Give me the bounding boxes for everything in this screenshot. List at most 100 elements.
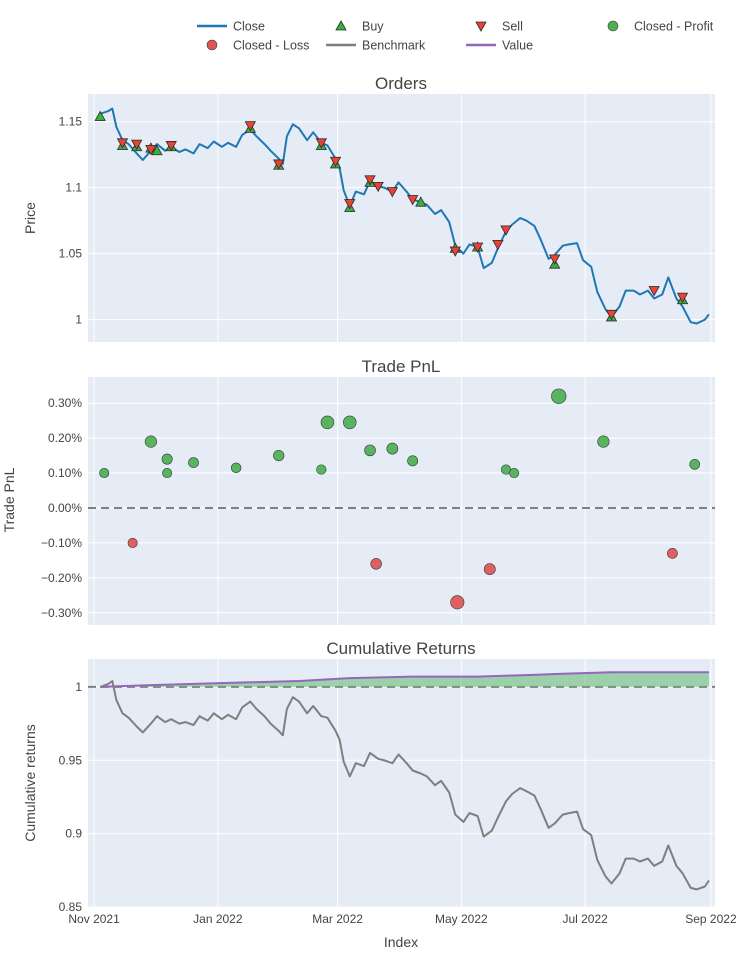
y-tick-label: 0.10% (48, 466, 82, 480)
closed-profit-marker (343, 415, 357, 430)
trade-pnl-title: Trade PnL (362, 357, 441, 376)
y-tick-label: 0.95 (59, 753, 83, 767)
sell-marker (500, 225, 512, 236)
sell-marker (449, 246, 461, 257)
legend-item-buy[interactable]: Buy (335, 20, 384, 34)
y-tick-label: 0.85 (59, 900, 83, 914)
sell-marker (329, 156, 342, 168)
closed-profit-marker (597, 435, 610, 448)
y-tick-label: 0.20% (48, 431, 82, 445)
sell-marker (273, 159, 285, 170)
sell-marker (386, 187, 399, 198)
y-tick-label: 0.9 (65, 827, 82, 841)
closed-loss-marker (450, 595, 465, 610)
x-axis-label: Index (384, 934, 418, 950)
sell-marker (372, 181, 384, 193)
value-line (100, 671, 709, 688)
cumulative-returns-plot-area (88, 659, 715, 907)
sell-marker (315, 138, 328, 149)
legend-item-value[interactable]: Value (466, 39, 533, 53)
buy-marker (415, 196, 427, 207)
legend-label: Buy (362, 20, 384, 34)
orders-panel: 1.15 1.1 1.05 1 Orders Price (22, 74, 715, 342)
closed-profit-marker (99, 468, 110, 479)
sell-marker (549, 254, 561, 265)
closed-profit-marker (364, 444, 376, 457)
x-tick-label: Jan 2022 (193, 912, 243, 926)
sell-marker (676, 292, 689, 303)
closed-profit-marker (316, 464, 327, 475)
y-tick-label: 1.15 (59, 115, 83, 129)
closed-profit-marker (386, 442, 399, 455)
sell-marker (244, 121, 257, 132)
sell-marker (406, 195, 419, 206)
buy-marker (151, 144, 163, 156)
cumulative-returns-title: Cumulative Returns (326, 639, 475, 658)
cumulative-returns-y-ticks: 1 0.95 0.9 0.85 (59, 680, 83, 914)
cumulative-returns-panel: 1 0.95 0.9 0.85 Cumulative Returns Cumulati… (22, 639, 715, 914)
legend-triangle-symbol (475, 21, 487, 32)
buy-marker (94, 110, 106, 121)
closed-profit-marker (230, 462, 242, 473)
x-tick-label: Sep 2022 (685, 912, 737, 926)
sell-marker (165, 141, 177, 152)
legend-triangle-symbol (335, 20, 347, 31)
benchmark-line (99, 680, 710, 891)
closed-loss-marker (370, 558, 382, 570)
closed-profit-marker (320, 415, 335, 430)
closed-profit-marker (273, 449, 285, 462)
legend-label: Value (502, 39, 533, 53)
orders-y-axis-label: Price (22, 202, 38, 234)
y-tick-label: 1 (75, 680, 82, 694)
closed-loss-marker (667, 548, 678, 559)
legend: Close Buy Sell Closed - Profit Closed - Loss… (197, 20, 714, 53)
cumulative-returns-y-axis-label: Cumulative returns (22, 724, 38, 842)
y-tick-label: 0.00% (48, 501, 82, 515)
trade-pnl-y-ticks: 0.30% 0.20% 0.10% 0.00% −0.10% −0.20% −0.30% (41, 396, 82, 620)
closed-profit-marker (162, 468, 173, 479)
sell-marker (648, 286, 660, 297)
orders-plot-area (88, 94, 715, 342)
x-tick-label: Jul 2022 (562, 912, 608, 926)
legend-label: Sell (502, 20, 523, 34)
legend-item-sell[interactable]: Sell (475, 20, 523, 34)
legend-circle-symbol (607, 20, 619, 32)
closed-loss-marker (483, 563, 496, 576)
closed-profit-marker (407, 455, 419, 467)
trade-pnl-panel: 0.30% 0.20% 0.10% 0.00% −0.10% −0.20% −0.30% T… (1, 357, 715, 625)
sell-marker (364, 175, 376, 186)
legend-item-close[interactable]: Close (197, 20, 265, 34)
y-tick-label: −0.10% (41, 536, 82, 550)
trade-pnl-y-axis-label: Trade PnL (1, 467, 17, 532)
sell-marker (131, 139, 143, 150)
legend-label: Closed - Loss (233, 39, 309, 53)
legend-item-closed-profit[interactable]: Closed - Profit (607, 20, 714, 34)
closed-profit-marker (144, 435, 157, 448)
trade-pnl-plot-area (88, 377, 715, 625)
legend-item-benchmark[interactable]: Benchmark (326, 39, 426, 53)
closed-profit-marker (161, 453, 173, 465)
x-tick-label: Mar 2022 (312, 912, 363, 926)
legend-label: Close (233, 20, 265, 34)
closed-profit-marker (509, 468, 520, 479)
sell-marker (344, 199, 356, 210)
y-tick-label: 0.30% (48, 396, 82, 410)
x-axis-ticks: Nov 2021 Jan 2022 Mar 2022 May 2022 Jul 2022… (68, 912, 737, 926)
y-tick-label: 1 (75, 313, 82, 327)
x-tick-label: May 2022 (435, 912, 488, 926)
orders-y-ticks: 1.15 1.1 1.05 1 (59, 115, 83, 327)
trade-pnl-marks (88, 388, 715, 610)
closed-profit-marker (551, 388, 567, 404)
y-tick-label: −0.30% (41, 606, 82, 620)
y-tick-label: 1.1 (65, 181, 82, 195)
closed-profit-marker (188, 457, 199, 468)
sell-marker (605, 309, 618, 321)
legend-item-closed-loss[interactable]: Closed - Loss (206, 39, 309, 53)
orders-gridlines (88, 94, 715, 342)
sell-marker (116, 138, 129, 149)
legend-label: Closed - Profit (634, 20, 714, 34)
sell-marker (492, 239, 504, 251)
closed-profit-marker (689, 459, 701, 470)
legend-circle-symbol (206, 39, 218, 51)
y-tick-label: 1.05 (59, 247, 83, 261)
